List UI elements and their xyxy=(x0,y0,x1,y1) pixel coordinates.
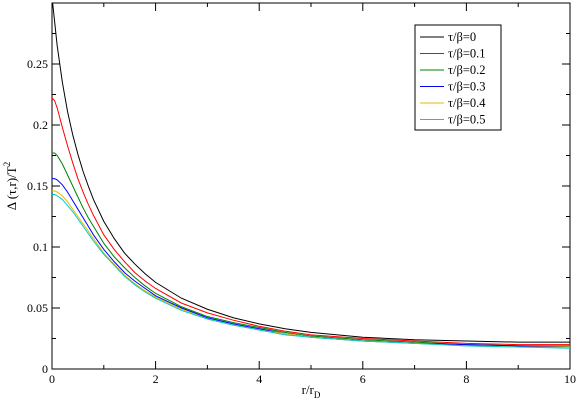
x-tick-label: 4 xyxy=(256,372,262,386)
legend-label-1: τ/β=0.1 xyxy=(448,47,486,61)
y-tick-label: 0.05 xyxy=(27,301,48,315)
x-tick-label: 8 xyxy=(463,372,469,386)
x-tick-label: 6 xyxy=(360,372,366,386)
x-axis-label-main: r/r xyxy=(302,382,315,397)
legend-label-5: τ/β=0.5 xyxy=(448,113,486,127)
y-axis-label-main: Δ (τ,r)/T xyxy=(4,166,19,210)
legend-label-0: τ/β=0 xyxy=(448,30,476,44)
x-tick-label: 0 xyxy=(49,372,55,386)
y-axis-label-sup: 2 xyxy=(2,162,12,167)
y-tick-label: 0.25 xyxy=(27,57,48,71)
series-line-2 xyxy=(52,152,570,347)
x-tick-label: 2 xyxy=(153,372,159,386)
y-tick-label: 0.15 xyxy=(27,179,48,193)
legend-label-4: τ/β=0.4 xyxy=(448,96,486,110)
series-lines xyxy=(52,3,570,349)
legend-box xyxy=(414,24,502,131)
x-axis-label: r/rD xyxy=(302,382,321,400)
series-line-0 xyxy=(52,3,570,343)
y-tick-label: 0 xyxy=(42,362,48,376)
y-tick-label: 0.1 xyxy=(33,240,48,254)
series-line-5 xyxy=(52,194,570,349)
legend-label-3: τ/β=0.3 xyxy=(448,80,486,94)
x-tick-label: 10 xyxy=(564,372,576,386)
x-axis-label-sub: D xyxy=(314,390,321,400)
y-tick-label: 0.2 xyxy=(33,118,48,132)
legend: τ/β=0 τ/β=0.1 τ/β=0.2 τ/β=0.3 τ/β=0.4 τ/β=0.5 xyxy=(414,24,502,131)
y-axis-label: Δ (τ,r)/T2 xyxy=(2,162,19,210)
series-line-1 xyxy=(52,97,570,346)
axis-ticks: 0 2 4 6 8 10 0 0.05 0.1 0.15 0.2 0.25 xyxy=(27,3,576,386)
legend-label-2: τ/β=0.2 xyxy=(448,63,486,77)
